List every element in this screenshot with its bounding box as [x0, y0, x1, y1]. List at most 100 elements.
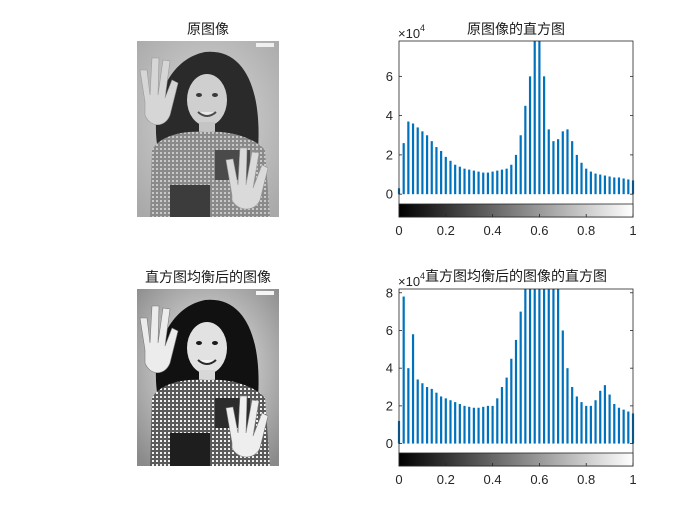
original-histogram-bar — [402, 143, 405, 195]
original-histogram-bar — [482, 172, 485, 195]
equalized-histogram-bar — [496, 398, 499, 444]
equalized-ytick-label: 8 — [386, 285, 393, 300]
equalized-histogram-bar — [500, 387, 504, 444]
original-histogram-bar — [407, 121, 410, 195]
equalized-histogram-xticks: 0 0.2 0.4 0.6 0.8 1 — [395, 463, 637, 487]
equalized-ytick-label: 6 — [386, 323, 393, 338]
equalized-histogram-bar — [552, 289, 555, 444]
equalized-histogram-bar — [566, 368, 569, 444]
equalized-histogram-bar — [510, 358, 513, 444]
original-histogram-multiplier: ×10 — [398, 26, 420, 41]
original-histogram-bar — [566, 129, 569, 195]
equalized-histogram-bar — [589, 405, 592, 444]
equalized-xtick-label: 1 — [629, 472, 636, 487]
equalized-histogram-bar — [411, 334, 415, 444]
original-histogram-bar — [528, 76, 532, 195]
original-histogram-bar — [510, 164, 513, 195]
equalized-histogram-bar — [482, 406, 485, 444]
equalized-photo — [137, 289, 279, 466]
equalized-xtick-label: 0.4 — [484, 472, 502, 487]
equalized-histogram-bar — [561, 330, 564, 444]
original-histogram-bar — [463, 168, 466, 195]
original-histogram-bar — [589, 171, 592, 195]
equalized-ytick-label: 4 — [386, 361, 393, 376]
equalized-histogram-bar — [627, 411, 630, 444]
equalized-histogram: 0 2 4 6 8 0 0.2 0.4 0.6 0.8 1 ×10 4 直方图均衡后的图像的直方图 — [386, 268, 637, 487]
equalized-histogram-colorbar — [398, 452, 634, 467]
original-xtick-label: 0.8 — [577, 223, 595, 238]
equalized-histogram-bar — [402, 296, 405, 444]
original-histogram-bar — [603, 175, 607, 195]
original-ytick-label: 6 — [386, 69, 393, 84]
original-xtick-label: 0.2 — [437, 223, 455, 238]
original-histogram-bar — [444, 156, 447, 195]
original-histogram-bar — [627, 179, 630, 195]
original-histogram-bar — [416, 127, 419, 195]
original-histogram-bar — [585, 168, 588, 195]
original-histogram-bar — [594, 173, 597, 195]
original-histogram-bar — [500, 169, 504, 195]
equalized-ytick-label: 2 — [386, 398, 393, 413]
equalized-image-title: 直方图均衡后的图像 — [145, 269, 271, 286]
equalized-histogram-bar — [505, 377, 508, 444]
original-histogram-bar — [533, 41, 536, 195]
equalized-histogram-bar — [472, 407, 475, 444]
equalized-histogram-bar — [430, 388, 433, 444]
original-histogram-bar — [491, 171, 494, 195]
original-histogram-bar — [486, 172, 490, 195]
original-histogram-bar — [430, 141, 433, 195]
equalized-histogram-bar — [454, 402, 457, 444]
original-histogram-bar — [561, 131, 564, 195]
equalized-histogram-bar — [603, 385, 607, 444]
equalized-histogram-bar — [524, 289, 527, 444]
original-histogram-bar — [425, 135, 429, 195]
original-histogram-bar — [542, 76, 546, 195]
original-histogram-bar — [524, 105, 527, 195]
equalized-histogram-bar — [491, 405, 494, 444]
equalized-histogram-bar — [486, 405, 490, 444]
equalized-histogram-bar — [425, 387, 429, 444]
original-histogram-exponent: 4 — [420, 23, 425, 33]
original-xtick-label: 1 — [629, 223, 636, 238]
equalized-histogram-bar — [514, 339, 518, 444]
original-histogram-bar — [557, 139, 560, 195]
equalized-histogram-bar — [622, 409, 625, 444]
equalized-xtick-label: 0.6 — [530, 472, 548, 487]
original-histogram-bar — [622, 178, 625, 195]
equalized-xtick-label: 0.8 — [577, 472, 595, 487]
equalized-histogram-bar — [528, 289, 532, 444]
original-histogram-bar — [477, 171, 480, 195]
equalized-histogram-bar — [594, 400, 597, 444]
equalized-histogram-bar — [557, 289, 560, 444]
equalized-histogram-bar — [533, 289, 536, 444]
original-histogram-bar — [552, 141, 555, 195]
equalized-histogram-multiplier: ×10 — [398, 274, 420, 289]
original-histogram-bar — [411, 123, 415, 195]
original-xtick-label: 0 — [395, 223, 402, 238]
equalized-histogram-bar — [416, 379, 419, 444]
equalized-histogram-bar — [542, 289, 546, 444]
original-histogram: 原图像的直方图 ×10 4 0 2 4 6 0 0.2 0.4 0.6 0.8 1 — [386, 21, 637, 238]
equalized-histogram-bar — [580, 402, 583, 444]
original-photo — [137, 41, 279, 217]
equalized-histogram-bars — [397, 289, 635, 444]
equalized-histogram-bar — [458, 403, 461, 444]
equalized-histogram-bar — [547, 289, 550, 444]
original-histogram-bar — [613, 177, 616, 195]
original-ytick-label: 4 — [386, 108, 393, 123]
original-histogram-bar — [421, 131, 424, 195]
equalized-histogram-bar — [477, 407, 480, 444]
original-histogram-bar — [547, 129, 550, 195]
original-histogram-bar — [496, 170, 499, 195]
original-histogram-bar — [575, 154, 578, 195]
equalized-histogram-bar — [538, 289, 541, 444]
equalized-histogram-bar — [407, 368, 410, 444]
original-histogram-bar — [472, 170, 475, 195]
original-xtick-label: 0.6 — [530, 223, 548, 238]
equalized-histogram-bar — [440, 396, 443, 444]
original-histogram-bar — [617, 177, 621, 195]
equalized-histogram-bar — [599, 390, 602, 444]
original-image-title: 原图像 — [187, 22, 229, 38]
original-histogram-bar — [519, 135, 522, 195]
original-histogram-bar — [440, 150, 443, 195]
